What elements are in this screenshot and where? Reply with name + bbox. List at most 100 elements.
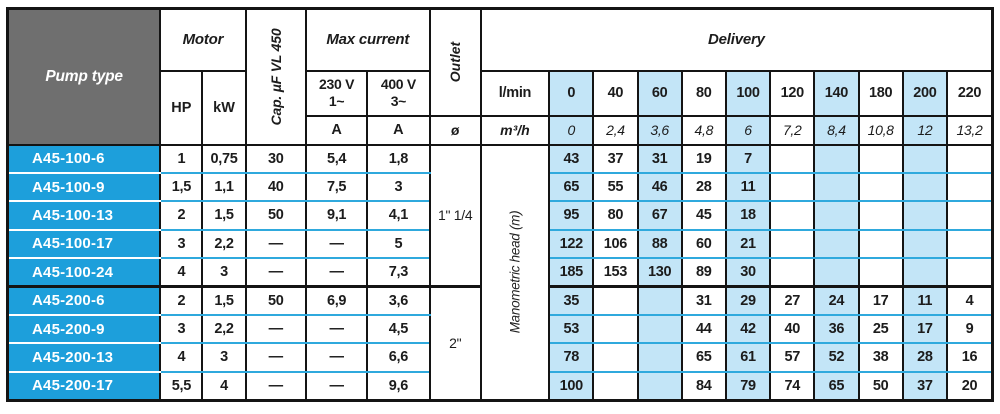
amp-400-header: A [366, 114, 431, 146]
current-400v-cell: 4,1 [366, 201, 431, 231]
current-230v-cell: — [304, 229, 369, 260]
head-value-cell [769, 258, 816, 288]
kw-cell: 0,75 [201, 144, 247, 174]
head-value-cell [636, 371, 683, 402]
current-400v-cell: 4,5 [366, 314, 431, 345]
hp-cell: 4 [159, 343, 204, 373]
head-value-cell [901, 258, 948, 288]
head-value-cell: 55 [592, 172, 639, 203]
head-value-cell [857, 258, 904, 288]
capacitor-cell: 50 [244, 286, 307, 316]
head-value-cell: 79 [724, 371, 772, 402]
capacitor-header: Cap. µF VL 450 [244, 7, 307, 146]
volt-400-value: 400 V [380, 75, 416, 92]
capacitor-cell: — [244, 258, 307, 288]
head-value-cell [901, 229, 948, 260]
head-value-cell: 11 [901, 286, 948, 316]
hp-cell: 3 [159, 314, 204, 345]
head-value-cell: 50 [857, 371, 904, 402]
flow-m3h-value: 4,8 [680, 114, 727, 146]
hp-cell: 4 [159, 258, 204, 288]
head-value-cell: 28 [901, 343, 948, 373]
capacitor-cell: — [244, 371, 307, 402]
head-value-cell: 21 [724, 229, 772, 260]
head-value-cell [945, 258, 994, 288]
table-row: A45-100-9 1,5 1,1 40 7,5 3 65 55 46 28 11 [6, 172, 994, 203]
pump-type-cell: A45-100-17 [6, 229, 162, 260]
table-row: A45-100-13 2 1,5 50 9,1 4,1 95 80 67 45 18 [6, 201, 994, 231]
head-value-cell: 65 [813, 371, 860, 402]
table-row: A45-100-17 3 2,2— —5 122 106 88 60 21 [6, 229, 994, 260]
kw-header: kW [201, 69, 247, 146]
head-value-cell: 60 [680, 229, 727, 260]
current-400v-cell: 7,3 [366, 258, 431, 288]
capacitor-cell: — [244, 229, 307, 260]
volt-230-phase: 1~ [328, 93, 345, 109]
kw-cell: 3 [201, 343, 247, 373]
head-value-cell: 74 [769, 371, 816, 402]
head-value-cell [857, 172, 904, 203]
flow-lmin-value: 200 [901, 69, 948, 117]
head-value-cell: 19 [680, 144, 727, 174]
head-value-cell: 130 [636, 258, 683, 288]
head-value-cell: 37 [901, 371, 948, 402]
head-value-cell: 78 [548, 343, 595, 373]
m3h-label: m³/h [479, 114, 551, 146]
head-value-cell: 40 [769, 314, 816, 345]
pump-type-cell: A45-100-9 [6, 172, 162, 203]
header-row-3: A A ø m³/h 0 2,4 3,6 4,8 6 7,2 8,4 10,8 … [8, 114, 994, 146]
amp-230-header: A [304, 114, 369, 146]
current-400v-cell: 1,8 [366, 144, 431, 174]
head-value-cell [592, 314, 639, 345]
flow-m3h-value: 13,2 [945, 114, 994, 146]
head-value-cell: 31 [636, 144, 683, 174]
head-value-cell: 122 [548, 229, 595, 260]
head-value-cell: 42 [724, 314, 772, 345]
hp-cell: 2 [159, 201, 204, 231]
head-value-cell: 28 [680, 172, 727, 203]
flow-m3h-value: 2,4 [592, 114, 639, 146]
volt-230-header: 230 V 1~ [304, 69, 369, 117]
kw-cell: 1,5 [201, 286, 247, 316]
head-value-cell: 20 [945, 371, 994, 402]
head-value-cell: 57 [769, 343, 816, 373]
kw-cell: 2,2 [201, 229, 247, 260]
head-value-cell: 24 [813, 286, 860, 316]
head-value-cell [945, 144, 994, 174]
capacitor-header-text: Cap. µF VL 450 [267, 28, 284, 126]
head-value-cell: 18 [724, 201, 772, 231]
table-row: A45-100-24 4 3— —7,3 185 153 130 89 30 [6, 258, 994, 288]
flow-lmin-value: 120 [769, 69, 816, 117]
kw-cell: 1,5 [201, 201, 247, 231]
head-value-cell [901, 172, 948, 203]
head-value-cell: 53 [548, 314, 595, 345]
head-value-cell: 38 [857, 343, 904, 373]
head-value-cell [813, 201, 860, 231]
current-230v-cell: 6,9 [304, 286, 369, 316]
capacitor-cell: — [244, 343, 307, 373]
head-value-cell: 65 [548, 172, 595, 203]
motor-header: Motor [159, 7, 247, 72]
flow-m3h-value: 12 [901, 114, 948, 146]
head-value-cell [813, 229, 860, 260]
head-value-cell [945, 201, 994, 231]
head-value-cell: 65 [680, 343, 727, 373]
current-230v-cell: — [304, 371, 369, 402]
head-value-cell: 43 [548, 144, 595, 174]
current-400v-cell: 3 [366, 172, 431, 203]
outlet-header: Outlet [428, 7, 482, 117]
capacitor-cell: 40 [244, 172, 307, 203]
flow-lmin-value: 220 [945, 69, 994, 117]
head-value-cell: 95 [548, 201, 595, 231]
header-row-2: HP kW 230 V 1~ 400 V 3~ l/min 0 40 60 80 1… [8, 69, 994, 146]
current-230v-cell: 7,5 [304, 172, 369, 203]
head-value-cell [813, 144, 860, 174]
flow-m3h-value: 6 [724, 114, 772, 146]
table-row: A45-100-6 1 0,75 30 5,4 1,8 1" 1/4 Manometric h… [6, 144, 994, 402]
head-value-cell: 46 [636, 172, 683, 203]
head-value-cell: 37 [592, 144, 639, 174]
volt-400-phase: 3~ [390, 93, 407, 109]
head-value-cell [769, 144, 816, 174]
capacitor-cell: 50 [244, 201, 307, 231]
current-230v-cell: — [304, 314, 369, 345]
